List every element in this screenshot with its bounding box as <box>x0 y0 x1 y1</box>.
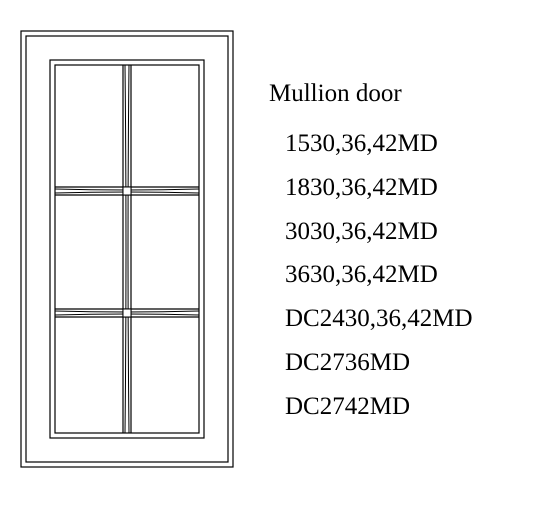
product-code: 3630,36,42MD <box>269 253 473 297</box>
product-codes-list: 1530,36,42MD1830,36,42MD3030,36,42MD3630… <box>269 122 473 428</box>
product-code: DC2736MD <box>269 341 473 385</box>
product-code: 3030,36,42MD <box>269 210 473 254</box>
product-code: DC2430,36,42MD <box>269 297 473 341</box>
product-code: DC2742MD <box>269 385 473 429</box>
spec-text-block: Mullion door 1530,36,42MD1830,36,42MD303… <box>269 80 473 428</box>
product-code: 1830,36,42MD <box>269 166 473 210</box>
mullion-door-diagram <box>20 30 234 468</box>
product-code: 1530,36,42MD <box>269 122 473 166</box>
product-title: Mullion door <box>269 80 473 108</box>
figure-container: Mullion door 1530,36,42MD1830,36,42MD303… <box>0 0 533 498</box>
